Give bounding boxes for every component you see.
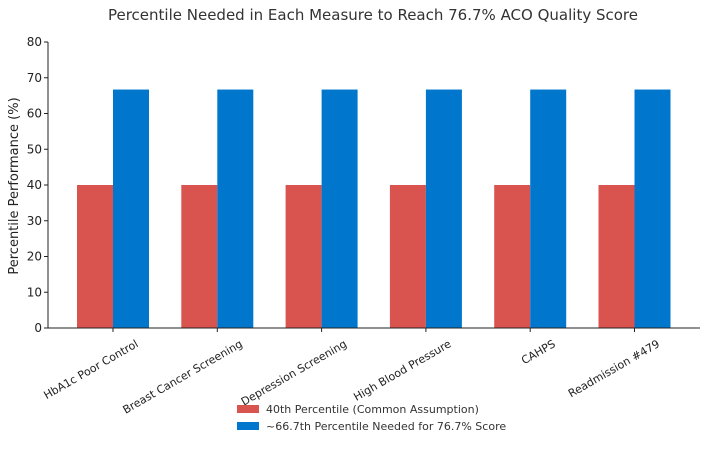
y-tick-label: 10 [27, 285, 42, 299]
y-tick-label: 0 [34, 321, 42, 335]
bar-assumption [77, 185, 113, 328]
y-axis-label: Percentile Performance (%) [7, 97, 22, 274]
y-tick-label: 80 [27, 35, 42, 49]
chart-title: Percentile Needed in Each Measure to Rea… [108, 6, 638, 24]
x-tick-label: HbA1c Poor Control [41, 337, 140, 402]
bar-needed [321, 89, 358, 328]
bar-assumption [494, 185, 531, 328]
bar-assumption [598, 185, 635, 328]
bar-needed [634, 89, 671, 328]
y-tick-label: 30 [27, 214, 42, 228]
bar-needed [425, 89, 462, 328]
y-tick-label: 40 [27, 178, 42, 192]
legend: 40th Percentile (Common Assumption) ~66.7… [237, 403, 506, 433]
bar-assumption [181, 185, 218, 328]
x-tick-label: High Blood Pressure [351, 337, 453, 404]
y-tick-label: 50 [27, 142, 42, 156]
legend-swatch [237, 422, 259, 430]
bar-needed [530, 89, 567, 328]
bar-assumption [389, 185, 426, 328]
bar-needed [217, 89, 254, 328]
x-tick-label: CAHPS [519, 337, 558, 367]
x-tick-label: Depression Screening [239, 337, 349, 408]
x-tick-label: Readmission #479 [566, 337, 662, 400]
bar-needed [113, 89, 149, 328]
y-tick-label: 60 [27, 107, 42, 121]
legend-label: 40th Percentile (Common Assumption) [266, 403, 479, 416]
bars [77, 89, 671, 328]
bar-assumption [285, 185, 322, 328]
legend-label: ~66.7th Percentile Needed for 76.7% Scor… [266, 420, 506, 433]
y-tick-label: 70 [27, 71, 42, 85]
legend-swatch [237, 405, 259, 413]
y-axis-ticks: 0 10 20 30 40 50 60 70 80 [27, 35, 48, 335]
y-tick-label: 20 [27, 250, 42, 264]
